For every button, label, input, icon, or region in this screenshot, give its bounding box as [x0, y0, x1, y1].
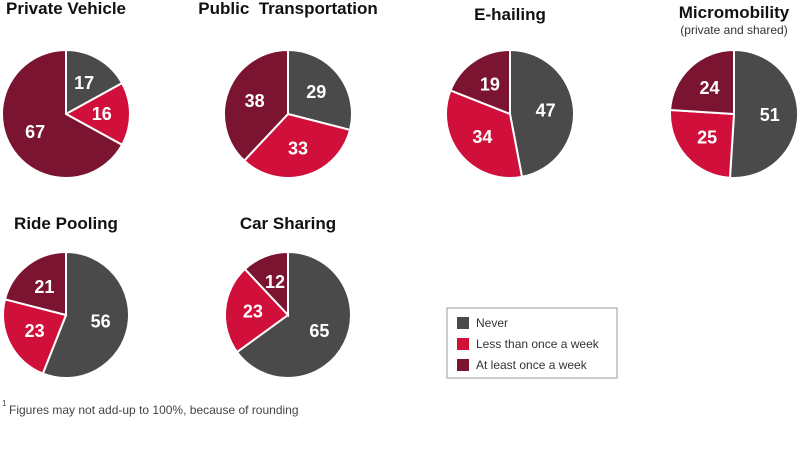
pie-slice-never	[287, 48, 353, 132]
footnote-marker: 1	[2, 399, 7, 408]
pie-slice-never	[65, 48, 124, 116]
pie-slice-never	[728, 48, 800, 179]
slice-value-label: 29	[306, 82, 326, 102]
pie-e-hailing: 47 34 19	[445, 48, 575, 179]
legend-label: Less than once a week	[476, 337, 600, 351]
pie-slice-less-than-weekly	[445, 89, 524, 179]
chart-title: E-hailing	[474, 5, 546, 24]
pie-public-transportation: 29 33 38	[223, 48, 353, 179]
chart-title: Micromobility	[679, 3, 790, 22]
pie-slice-at-least-weekly	[669, 48, 735, 116]
chart-title: Car Sharing	[240, 214, 336, 233]
chart-title: Private Vehicle	[6, 0, 126, 18]
pie-slice-less-than-weekly	[63, 81, 131, 147]
slice-value-label: 25	[697, 128, 717, 148]
pie-slice-never	[509, 48, 575, 179]
footnote: 1 Figures may not add-up to 100%, becaus…	[2, 399, 299, 417]
slice-value-label: 34	[472, 127, 492, 147]
slice-value-label: 47	[536, 101, 556, 121]
chart-ride-pooling: Ride Pooling 56 23 21	[2, 214, 130, 379]
pie-micromobility: 51 25 24	[669, 48, 800, 179]
slice-value-label: 21	[34, 277, 54, 297]
legend-swatch	[457, 317, 469, 329]
legend: Never Less than once a week At least onc…	[446, 307, 618, 379]
legend-swatch	[457, 359, 469, 371]
slice-value-label: 12	[265, 272, 285, 292]
legend-item-never: Never	[457, 316, 508, 330]
pie-slice-at-least-weekly	[1, 48, 124, 179]
legend-swatch	[457, 338, 469, 350]
pie-slice-never	[41, 250, 130, 379]
slice-value-label: 19	[480, 74, 500, 94]
slice-value-label: 17	[74, 73, 94, 93]
slice-value-label: 23	[25, 321, 45, 341]
chart-micromobility: Micromobility (private and shared) 51 25 2…	[669, 3, 800, 179]
chart-e-hailing: E-hailing 47 34 19	[445, 5, 575, 179]
legend-label: Never	[476, 316, 508, 330]
slice-value-label: 51	[760, 105, 780, 125]
slice-value-label: 38	[245, 91, 265, 111]
chart-subtitle: (private and shared)	[680, 23, 787, 37]
slice-value-label: 56	[91, 312, 111, 332]
legend-item-less-than-weekly: Less than once a week	[457, 337, 600, 351]
slice-value-label: 23	[243, 302, 263, 322]
pie-slice-less-than-weekly	[669, 108, 736, 179]
chart-public-transportation: Public Transportation 29 33 38	[198, 0, 378, 179]
chart-private-vehicle: Private Vehicle 17 16 67	[1, 0, 131, 179]
pie-slice-less-than-weekly	[223, 267, 290, 354]
pie-slice-never	[235, 250, 352, 379]
pie-ride-pooling: 56 23 21	[2, 250, 130, 379]
legend-box	[446, 307, 618, 379]
pie-slice-at-least-weekly	[449, 48, 511, 116]
legend-item-at-least-weekly: At least once a week	[457, 358, 588, 372]
slice-value-label: 67	[25, 122, 45, 142]
pie-private-vehicle: 17 16 67	[1, 48, 131, 179]
footnote-text: Figures may not add-up to 100%, because …	[9, 403, 299, 417]
slice-value-label: 33	[288, 138, 308, 158]
pie-slice-less-than-weekly	[2, 298, 68, 375]
pie-slice-at-least-weekly	[3, 250, 67, 317]
chart-title: Ride Pooling	[14, 214, 118, 233]
pie-slice-less-than-weekly	[242, 112, 352, 179]
pie-slice-at-least-weekly	[223, 48, 289, 163]
slice-value-label: 16	[92, 104, 112, 124]
slice-value-label: 24	[699, 78, 719, 98]
pie-slice-at-least-weekly	[243, 250, 289, 318]
legend-label: At least once a week	[476, 358, 588, 372]
slice-value-label: 65	[309, 321, 329, 341]
chart-title: Public Transportation	[198, 0, 377, 18]
